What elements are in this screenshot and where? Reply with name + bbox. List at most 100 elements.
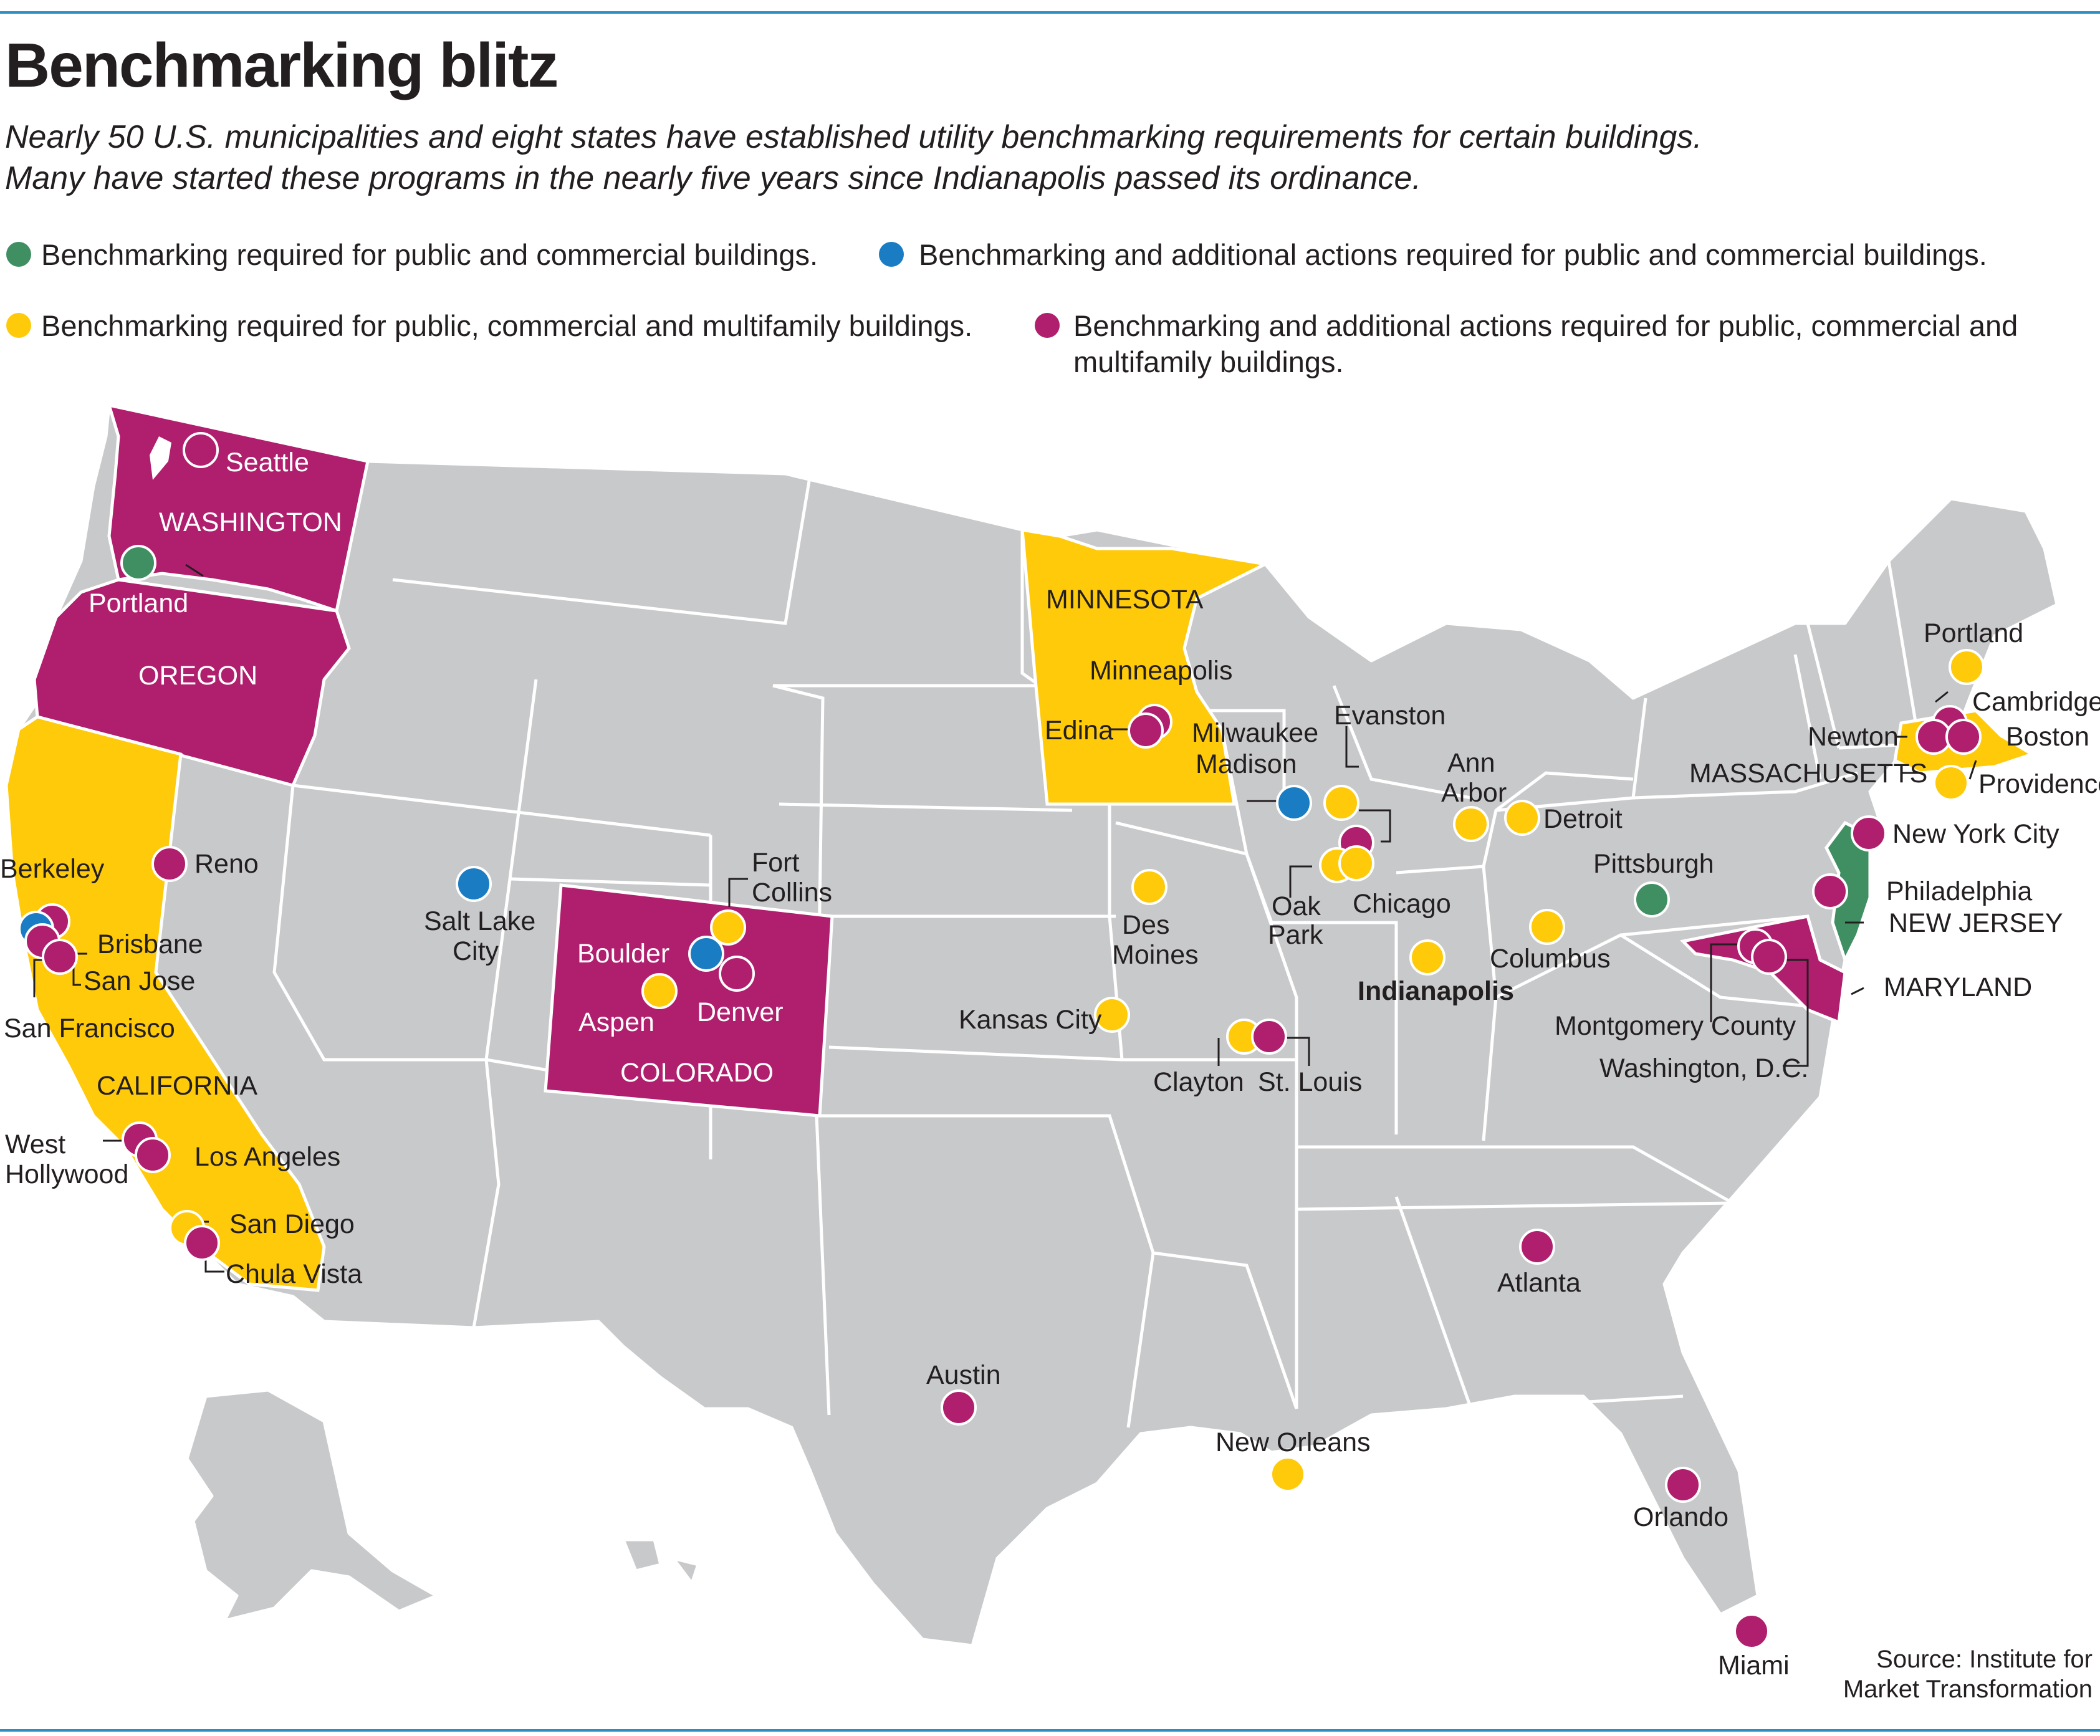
city-label-austin: Austin — [926, 1360, 1001, 1390]
dot-los-angeles — [135, 1137, 171, 1173]
dot-milwaukee — [1323, 785, 1359, 821]
state-labels: WASHINGTON OREGON CALIFORNIA COLORADO MI… — [97, 507, 2063, 1101]
city-label-minneapolis: Minneapolis — [1090, 656, 1232, 686]
dot-reno — [151, 846, 188, 882]
state-minnesota — [1020, 528, 1270, 806]
city-label-chicago: Chicago — [1353, 889, 1451, 919]
city-label-new-york-city: New York City — [1892, 819, 2059, 849]
dot-edina — [1128, 712, 1164, 749]
city-label-montgomery-county: Montgomery County — [1555, 1011, 1796, 1041]
city-label-orlando: Orlando — [1633, 1502, 1728, 1532]
city-label-ann: Ann — [1447, 748, 1495, 778]
city-label-evanston: Evanston — [1334, 701, 1446, 731]
state-washington — [107, 403, 370, 613]
city-label-atlanta: Atlanta — [1497, 1268, 1581, 1298]
dot-des-moines — [1131, 869, 1167, 905]
city-label-des: Des — [1122, 910, 1169, 940]
dot-seattle — [183, 432, 219, 468]
state-washington-islands — [150, 436, 171, 480]
city-label-denver: Denver — [697, 997, 784, 1027]
state-label-oregon: OREGON — [138, 661, 257, 691]
city-label-san-jose: San Jose — [84, 966, 195, 996]
city-label-new-orleans: New Orleans — [1215, 1427, 1371, 1457]
legend-dot-magenta — [1035, 313, 1060, 338]
dot-new-york-city — [1851, 815, 1887, 851]
dot-aspen — [641, 973, 678, 1009]
state-hawaii-2 — [671, 1556, 700, 1585]
city-label-detroit: Detroit — [1543, 804, 1623, 834]
city-label-hollywood: Hollywood — [5, 1159, 128, 1189]
city-label-portland-or: Portland — [89, 588, 188, 618]
city-label-washington-dc: Washington, D.C. — [1599, 1053, 1808, 1083]
state-label-colorado: COLORADO — [620, 1058, 774, 1088]
dot-atlanta — [1519, 1229, 1555, 1265]
city-label-brisbane: Brisbane — [97, 929, 203, 959]
dot-salt-lake-city — [456, 866, 492, 902]
city-label-milwaukee: Milwaukee — [1192, 718, 1318, 748]
city-label-los-angeles: Los Angeles — [194, 1142, 340, 1172]
city-label-park: Park — [1268, 920, 1323, 950]
city-dots — [18, 432, 1985, 1649]
source-line-2: Market Transformation — [1843, 1676, 2093, 1703]
state-alaska — [185, 1388, 438, 1623]
source-note: Source: Institute for Market Transformat… — [1843, 1644, 2093, 1704]
city-label-madison: Madison — [1196, 749, 1297, 779]
city-label-philadelphia: Philadelphia — [1886, 876, 2032, 906]
city-label-boulder: Boulder — [577, 939, 669, 969]
state-label-washington: WASHINGTON — [159, 507, 342, 537]
city-label-columbus: Columbus — [1490, 944, 1611, 974]
city-label-providence: Providence — [1978, 769, 2100, 799]
dot-washington-dc — [1751, 939, 1787, 975]
city-label-st-louis: St. Louis — [1258, 1067, 1362, 1097]
city-label-edina: Edina — [1045, 716, 1113, 746]
dot-st-louis — [1251, 1019, 1287, 1055]
dot-austin — [941, 1389, 977, 1426]
city-label-collins: Collins — [752, 878, 832, 908]
legend-label-green: Benchmarking required for public and com… — [41, 238, 818, 271]
legend-dot-yellow — [6, 313, 31, 338]
dot-providence — [1933, 765, 1969, 801]
subtitle-line-2: Many have started these programs in the … — [5, 160, 1421, 196]
dot-boston — [1945, 719, 1982, 755]
dot-indianapolis — [1409, 939, 1446, 976]
city-label-pittsburgh: Pittsburgh — [1593, 849, 1714, 879]
city-label-west: West — [5, 1129, 65, 1159]
subtitle-line-1: Nearly 50 U.S. municipalities and eight … — [5, 119, 1702, 155]
city-label-san-diego: San Diego — [229, 1209, 355, 1239]
page-title: Benchmarking blitz — [5, 31, 559, 100]
dot-philadelphia — [1812, 873, 1848, 909]
city-label-boston: Boston — [2006, 722, 2089, 752]
dot-portland-me — [1949, 649, 1985, 685]
dot-miami — [1733, 1613, 1770, 1649]
state-hawaii-1 — [621, 1538, 663, 1573]
city-label-portland-me: Portland — [1924, 618, 2023, 648]
state-label-california: CALIFORNIA — [97, 1071, 257, 1101]
dot-pittsburgh — [1634, 881, 1670, 918]
city-label-salt-lake: Salt Lake — [424, 906, 535, 936]
city-label-reno: Reno — [194, 849, 259, 879]
state-colorado — [544, 883, 834, 1118]
state-label-massachusetts: MASSACHUSETTS — [1689, 759, 1927, 789]
dot-san-jose — [42, 939, 78, 975]
state-oregon — [32, 578, 351, 787]
city-label-cambridge: Cambridge — [1972, 687, 2100, 717]
city-label-oak: Oak — [1272, 891, 1321, 921]
dot-kansas-city — [1094, 997, 1130, 1033]
city-label-kansas-city: Kansas City — [959, 1005, 1102, 1035]
city-label-aspen: Aspen — [578, 1007, 654, 1037]
dot-new-orleans — [1270, 1456, 1306, 1492]
dot-chicago — [1338, 845, 1374, 881]
bottom-rule — [0, 1729, 2100, 1732]
city-label-berkeley: Berkeley — [0, 854, 105, 884]
legend-label-magenta: Benchmarking and additional actions requ… — [1073, 309, 2018, 378]
city-label-moines: Moines — [1112, 940, 1199, 970]
top-rule — [0, 11, 2100, 14]
legend-dot-green — [6, 242, 31, 267]
city-label-miami: Miami — [1718, 1651, 1790, 1681]
state-label-minnesota: MINNESOTA — [1046, 585, 1204, 615]
dot-denver — [719, 956, 755, 992]
city-label-city: City — [453, 936, 499, 966]
dot-newton — [1915, 719, 1952, 755]
state-label-maryland: MARYLAND — [1884, 972, 2032, 1002]
